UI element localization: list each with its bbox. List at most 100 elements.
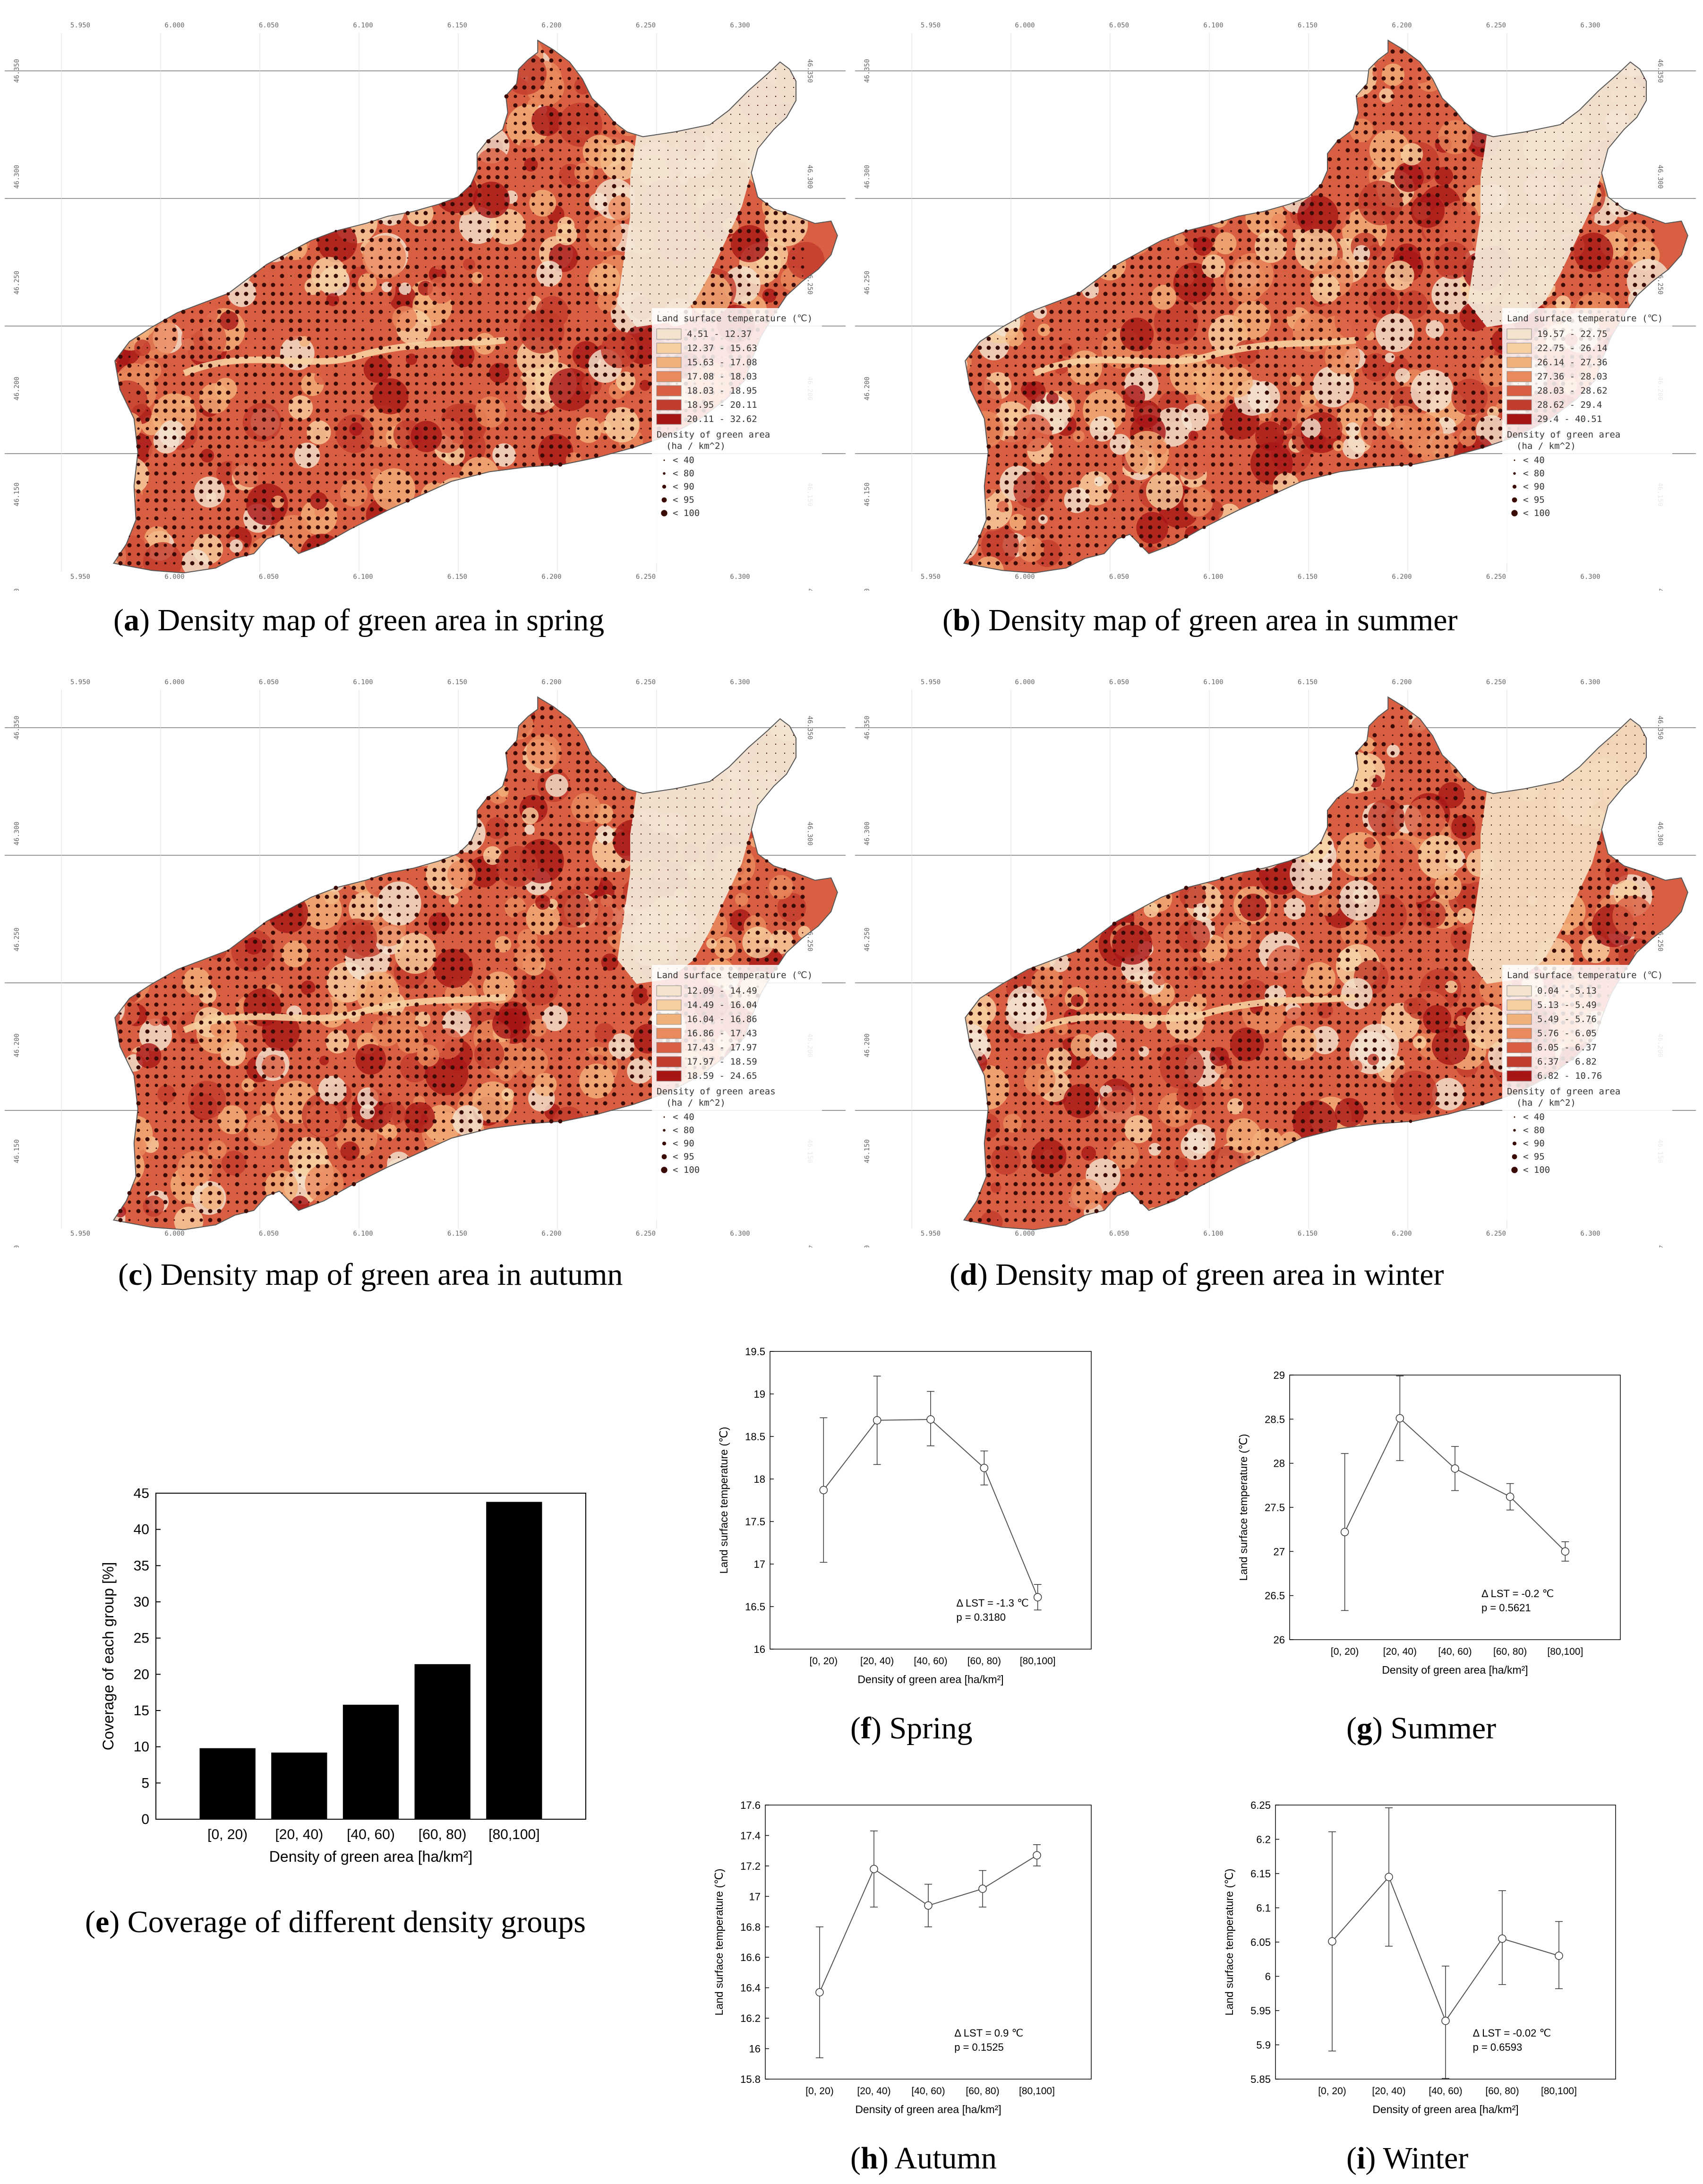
density-dot — [254, 508, 257, 511]
density-dot — [244, 301, 248, 305]
density-dot — [640, 284, 642, 286]
density-dot — [1499, 203, 1501, 205]
density-dot — [495, 301, 500, 305]
density-dot — [351, 381, 356, 386]
x-tick-label: 6.050 — [259, 573, 279, 581]
density-dot — [414, 301, 419, 305]
density-dot — [1292, 337, 1296, 341]
density-dot — [1283, 318, 1287, 323]
density-dot — [1301, 211, 1305, 215]
y-tick-label: 46.350 — [13, 59, 21, 83]
density-dot — [576, 390, 581, 395]
lst-patch — [358, 273, 377, 292]
lst-patch — [1114, 145, 1133, 164]
density-dot — [631, 212, 633, 214]
density-dot — [1435, 175, 1440, 180]
density-dot — [236, 445, 239, 448]
density-dot — [1390, 327, 1395, 332]
density-dot — [513, 121, 517, 125]
density-dot — [1615, 238, 1619, 242]
density-dot — [1426, 112, 1431, 117]
density-dot — [479, 383, 480, 385]
density-dot — [406, 355, 410, 359]
density-dot — [1318, 283, 1323, 287]
density-dot — [289, 445, 293, 448]
density-dot — [577, 275, 579, 277]
density-legend-dot — [661, 497, 667, 503]
density-dot — [1265, 345, 1269, 350]
density-dot — [1274, 229, 1278, 233]
density-dot — [334, 345, 338, 350]
density-dot — [504, 220, 509, 224]
density-dot — [396, 327, 401, 332]
density-dot — [280, 417, 284, 422]
density-dot — [531, 130, 535, 134]
density-dot — [1238, 301, 1242, 305]
density-dot — [1562, 292, 1565, 295]
lst-patch — [969, 129, 1009, 169]
density-dot — [1390, 318, 1395, 323]
density-dot — [1508, 212, 1510, 214]
density-dot — [423, 372, 428, 377]
density-dot — [226, 345, 231, 350]
lst-patch — [248, 535, 291, 573]
density-dot — [370, 427, 374, 430]
density-dot — [217, 480, 222, 485]
density-dot — [163, 543, 167, 547]
density-dot — [378, 292, 383, 296]
density-dot — [190, 453, 195, 458]
lst-patch — [251, 163, 289, 201]
density-dot — [236, 400, 239, 403]
density-dot — [182, 364, 185, 367]
density-dot — [621, 336, 625, 341]
density-dot — [1606, 301, 1610, 305]
density-dot — [639, 363, 643, 368]
density-dot — [360, 444, 365, 449]
density-dot — [1490, 284, 1492, 286]
density-dot — [226, 409, 230, 413]
density-dot — [531, 372, 536, 377]
density-dot — [405, 327, 410, 332]
density-dot — [342, 283, 347, 287]
density-dot — [496, 310, 499, 313]
density-dot — [577, 131, 580, 134]
density-dot — [164, 418, 167, 421]
density-dot — [388, 391, 392, 395]
lst-patch — [117, 79, 152, 114]
density-dot — [1328, 274, 1332, 278]
density-dot — [289, 399, 293, 404]
density-dot — [495, 175, 500, 180]
x-tick-label: 6.100 — [353, 22, 373, 29]
density-dot — [477, 363, 482, 368]
density-dot — [146, 490, 149, 493]
density-dot — [442, 212, 445, 215]
density-dot — [603, 256, 607, 260]
lst-patch — [75, 170, 101, 196]
density-dot — [468, 238, 473, 242]
density-dot — [182, 473, 184, 474]
density-dot — [1184, 292, 1188, 296]
density-dot — [199, 399, 204, 404]
x-tick-label: 5.950 — [70, 573, 90, 581]
lst-patch — [1355, 513, 1393, 550]
density-dot — [244, 435, 248, 440]
density-dot — [531, 462, 536, 467]
density-dot — [522, 336, 527, 341]
density-dot — [1310, 239, 1313, 241]
density-dot — [1166, 292, 1170, 296]
density-dot — [558, 139, 563, 144]
lst-patch — [113, 107, 137, 143]
density-dot — [603, 238, 608, 242]
density-dot — [1490, 337, 1493, 340]
density-dot — [155, 535, 158, 538]
lst-patch — [274, 121, 309, 156]
density-dot — [739, 149, 741, 151]
density-dot — [748, 194, 750, 196]
density-dot — [433, 400, 436, 403]
density-dot — [244, 391, 248, 395]
density-dot — [719, 283, 724, 287]
density-dot — [1354, 292, 1359, 296]
density-dot — [486, 238, 491, 242]
density-dot — [218, 338, 220, 340]
density-dot — [792, 220, 796, 224]
